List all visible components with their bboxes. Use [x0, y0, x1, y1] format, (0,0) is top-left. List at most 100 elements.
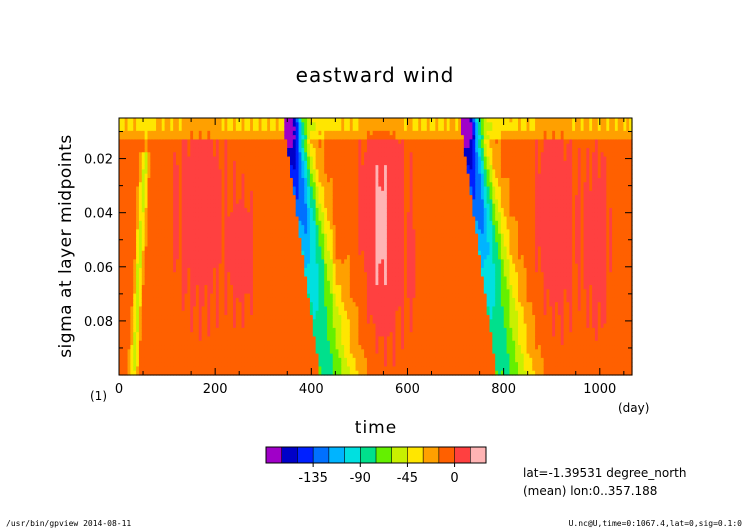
- heatmap-cell: [147, 310, 151, 316]
- heatmap-cell: [170, 332, 174, 338]
- heatmap-cell: [184, 130, 188, 136]
- heatmap-cell: [181, 297, 186, 303]
- heatmap-cell: [247, 233, 251, 239]
- heatmap-cell: [164, 362, 169, 368]
- heatmap-cell: [255, 147, 260, 153]
- heatmap-cell: [264, 285, 268, 290]
- heatmap-cell: [215, 315, 220, 320]
- heatmap-cell: [181, 203, 186, 209]
- heatmap-cell: [158, 242, 163, 248]
- heatmap-cell: [244, 186, 248, 192]
- heatmap-cell: [124, 216, 129, 222]
- heatmap-cell: [270, 293, 274, 299]
- heatmap-cell: [133, 225, 137, 230]
- heatmap-cell: [227, 246, 231, 252]
- heatmap-cell: [164, 353, 169, 359]
- heatmap-cell: [327, 186, 331, 192]
- heatmap-cell: [321, 293, 325, 299]
- heatmap-cell: [224, 332, 228, 338]
- heatmap-cell: [255, 362, 260, 368]
- heatmap-cell: [161, 237, 166, 243]
- heatmap-cell: [301, 220, 305, 226]
- heatmap-cell: [250, 220, 254, 226]
- heatmap-cell: [176, 345, 180, 350]
- heatmap-cell: [164, 259, 169, 265]
- heatmap-cell: [227, 267, 231, 273]
- heatmap-cell: [190, 147, 194, 153]
- heatmap-cell: [284, 143, 288, 149]
- heatmap-cell: [235, 336, 240, 342]
- heatmap-cell: [284, 173, 288, 179]
- heatmap-cell: [250, 169, 254, 175]
- heatmap-cell: [309, 242, 314, 248]
- heatmap-cell: [307, 186, 311, 192]
- heatmap-cell: [184, 319, 188, 325]
- heatmap-cell: [301, 130, 305, 136]
- heatmap-cell: [204, 353, 208, 359]
- heatmap-cell: [136, 135, 140, 141]
- heatmap-cell: [156, 122, 160, 128]
- heatmap-cell: [264, 143, 268, 149]
- heatmap-cell: [347, 345, 351, 350]
- heatmap-cell: [161, 165, 166, 170]
- heatmap-cell: [309, 280, 314, 286]
- heatmap-cell: [272, 186, 277, 192]
- heatmap-cell: [141, 263, 146, 269]
- heatmap-cell: [204, 276, 208, 282]
- heatmap-cell: [233, 357, 237, 363]
- heatmap-cell: [150, 225, 154, 230]
- heatmap-cell: [298, 177, 302, 183]
- heatmap-cell: [264, 353, 268, 359]
- heatmap-cell: [301, 302, 305, 308]
- heatmap-cell: [121, 203, 126, 209]
- heatmap-cell: [133, 289, 137, 295]
- heatmap-cell: [124, 165, 129, 170]
- heatmap-cell: [138, 319, 143, 325]
- heatmap-cell: [207, 332, 211, 338]
- heatmap-cell: [207, 182, 211, 188]
- heatmap-cell: [327, 203, 331, 209]
- heatmap-cell: [161, 225, 166, 230]
- heatmap-cell: [176, 297, 180, 303]
- heatmap-cell: [352, 297, 357, 303]
- heatmap-cell: [238, 323, 243, 329]
- heatmap-cell: [181, 225, 186, 230]
- heatmap-cell: [332, 319, 337, 325]
- heatmap-cell: [281, 118, 285, 123]
- heatmap-cell: [187, 182, 191, 188]
- heatmap-cell: [341, 285, 345, 290]
- heatmap-cell: [321, 152, 325, 158]
- heatmap-cell: [292, 207, 297, 213]
- heatmap-cell: [338, 186, 342, 192]
- heatmap-cell: [264, 147, 268, 153]
- heatmap-cell: [329, 130, 334, 136]
- heatmap-cell: [267, 246, 271, 252]
- heatmap-cell: [292, 173, 297, 179]
- heatmap-cell: [244, 152, 248, 158]
- heatmap-cell: [287, 186, 291, 192]
- heatmap-cell: [258, 220, 263, 226]
- heatmap-cell: [344, 165, 348, 170]
- heatmap-cell: [327, 302, 331, 308]
- heatmap-cell: [344, 186, 348, 192]
- heatmap-cell: [315, 156, 320, 162]
- heatmap-cell: [341, 310, 345, 316]
- heatmap-cell: [287, 130, 291, 136]
- heatmap-cell: [201, 156, 206, 162]
- heatmap-cell: [292, 169, 297, 175]
- heatmap-cell: [201, 220, 206, 226]
- heatmap-cell: [352, 302, 357, 308]
- heatmap-cell: [215, 130, 220, 136]
- heatmap-cell: [119, 212, 123, 218]
- heatmap-cell: [230, 152, 234, 158]
- heatmap-cell: [270, 323, 274, 329]
- heatmap-cell: [318, 349, 322, 355]
- heatmap-cell: [184, 255, 188, 260]
- heatmap-cell: [315, 327, 320, 333]
- heatmap-cell: [158, 349, 163, 355]
- heatmap-cell: [210, 135, 214, 141]
- heatmap-cell: [204, 135, 208, 141]
- heatmap-cell: [315, 353, 320, 359]
- heatmap-cell: [173, 242, 177, 248]
- heatmap-cell: [349, 199, 354, 205]
